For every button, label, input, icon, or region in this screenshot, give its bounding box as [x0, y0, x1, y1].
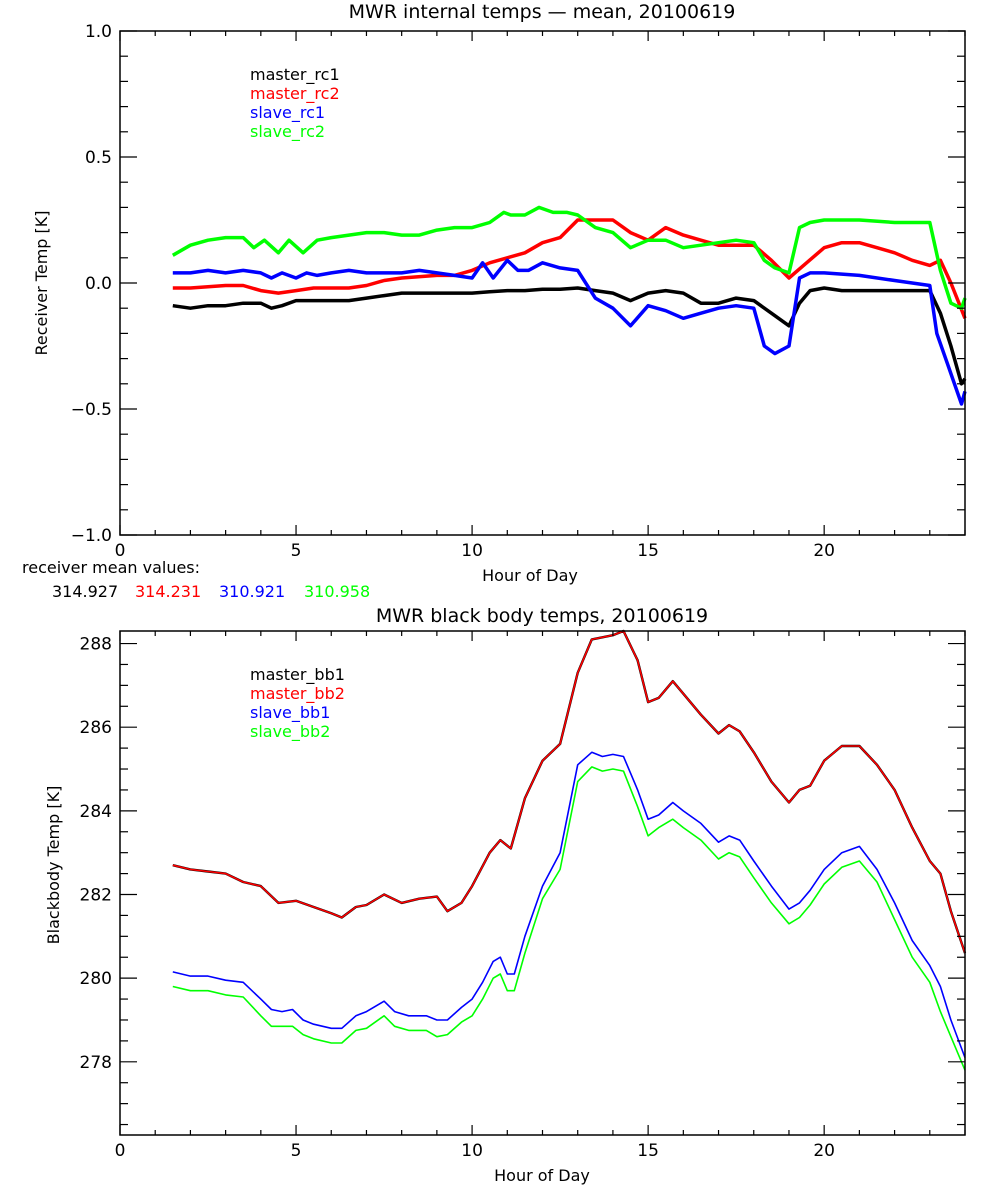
y-tick-label: 0.0 [85, 274, 112, 294]
y-tick-label: 1.0 [85, 22, 112, 42]
legend-entry: slave_bb2 [250, 722, 330, 742]
series-line-slave-rc2 [171, 205, 967, 310]
x-tick-label: 0 [115, 541, 126, 561]
y-tick-label: 282 [80, 886, 112, 906]
legend-entry: slave_rc1 [250, 103, 325, 123]
x-tick-label: 20 [813, 541, 835, 561]
x-tick-label: 5 [291, 1141, 302, 1161]
series-line-master-rc2 [172, 218, 967, 319]
y-tick-labels: 1.0 0.5 0.0 −0.5 −1.0 [71, 22, 112, 546]
y-axis-label: Blackbody Temp [K] [44, 786, 63, 945]
series-line-slave-rc1 [172, 258, 967, 406]
x-tick-labels: 0 5 10 15 20 [115, 541, 835, 561]
y-tick-label: 0.5 [85, 148, 112, 168]
series-line-slave-bb1 [172, 751, 966, 1058]
y-tick-label: 280 [80, 969, 112, 989]
x-tick-label: 15 [637, 541, 659, 561]
receiver-temp-chart: MWR internal temps — mean, 20100619 0 5 … [22, 1, 967, 601]
plot-frame [119, 30, 966, 536]
x-axis-label: Hour of Day [494, 1166, 590, 1185]
series-lines [171, 205, 967, 406]
mean-value: 314.231 [135, 582, 201, 601]
legend: master_rc1 master_rc2 slave_rc1 slave_rc… [250, 65, 340, 142]
y-tick-label: −0.5 [71, 400, 112, 420]
legend-entry: slave_rc2 [250, 122, 325, 142]
blackbody-temp-chart: MWR black body temps, 20100619 0 5 10 15… [44, 605, 967, 1185]
y-axis-label: Receiver Temp [K] [32, 210, 51, 355]
chart-title: MWR internal temps — mean, 20100619 [349, 1, 736, 23]
series-lines [172, 629, 967, 1071]
y-tick-label: 288 [80, 635, 112, 655]
x-tick-label: 0 [115, 1141, 126, 1161]
series-line-slave-bb2 [172, 766, 966, 1071]
legend-entry: master_rc2 [250, 84, 340, 104]
mean-value: 314.927 [52, 582, 118, 601]
legend-entry: master_rc1 [250, 65, 340, 85]
axis-ticks [119, 631, 966, 1135]
y-tick-label: 286 [80, 718, 112, 738]
axis-ticks [119, 30, 966, 536]
series-line-master-rc1 [172, 286, 967, 386]
x-axis-label: Hour of Day [482, 566, 578, 585]
mean-values: receiver mean values: 314.927 314.231 31… [22, 558, 370, 601]
x-tick-label: 10 [461, 1141, 483, 1161]
y-tick-label: 284 [80, 802, 112, 822]
chart-title: MWR black body temps, 20100619 [376, 605, 708, 627]
x-tick-label: 5 [291, 541, 302, 561]
y-tick-label: −1.0 [71, 526, 112, 546]
x-tick-label: 15 [637, 1141, 659, 1161]
legend-entry: master_bb2 [250, 684, 345, 704]
mean-value: 310.921 [219, 582, 285, 601]
series-line-master-bb2 [172, 630, 966, 954]
legend: master_bb1 master_bb2 slave_bb1 slave_bb… [250, 665, 345, 742]
x-tick-label: 10 [461, 541, 483, 561]
legend-entry: slave_bb1 [250, 703, 330, 723]
legend-entry: master_bb1 [250, 665, 345, 685]
y-tick-label: 278 [80, 1053, 112, 1073]
mean-value: 310.958 [304, 582, 370, 601]
mean-values-label: receiver mean values: [22, 558, 200, 577]
x-tick-label: 20 [813, 1141, 835, 1161]
y-tick-labels: 288 286 284 282 280 278 [80, 635, 112, 1073]
x-tick-labels: 0 5 10 15 20 [115, 1141, 835, 1161]
